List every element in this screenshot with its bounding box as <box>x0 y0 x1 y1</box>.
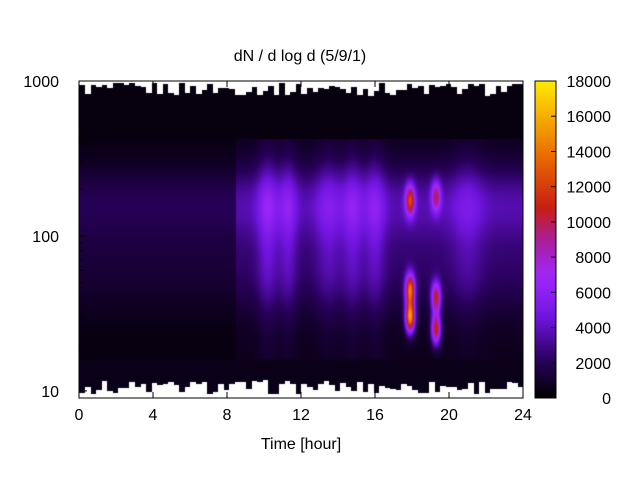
colorbar-tick-label: 16000 <box>567 109 612 126</box>
x-tick-label: 8 <box>223 407 232 424</box>
colorbar-tick-label: 4000 <box>575 321 611 338</box>
x-tick-label: 12 <box>292 407 310 424</box>
colorbar-tick-label: 12000 <box>567 180 612 197</box>
y-tick-label: 10 <box>41 384 59 401</box>
colorbar-tick-label: 14000 <box>567 144 612 161</box>
y-tick-label: 1000 <box>23 74 59 91</box>
colorbar-tick-label: 10000 <box>567 215 612 232</box>
x-tick-label: 24 <box>514 407 532 424</box>
x-tick-label: 0 <box>75 407 84 424</box>
colorbar-tick-label: 18000 <box>567 74 612 91</box>
x-tick-label: 4 <box>149 407 158 424</box>
colorbar-tick-label: 6000 <box>575 285 611 302</box>
colorbar-tick-label: 8000 <box>575 250 611 267</box>
y-tick-label: 100 <box>32 229 59 246</box>
heatmap-field <box>79 81 523 398</box>
colorbar-tick-label: 0 <box>602 391 611 408</box>
x-axis-label: Time [hour] <box>261 436 341 453</box>
heatmap-canvas <box>79 81 523 398</box>
colorbar-tick-label: 2000 <box>575 356 611 373</box>
x-tick-label: 16 <box>366 407 384 424</box>
chart-title: dN / d log d (5/9/1) <box>234 48 367 65</box>
colorbar <box>534 80 557 399</box>
x-tick-label: 20 <box>440 407 458 424</box>
